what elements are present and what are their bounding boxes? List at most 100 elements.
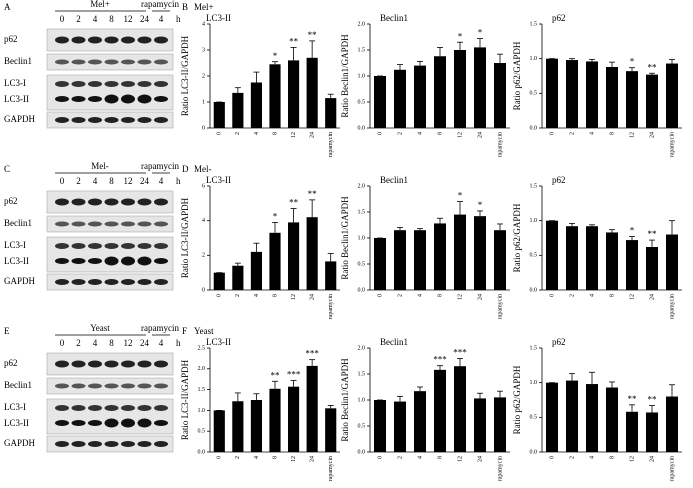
band — [154, 258, 168, 264]
band — [55, 420, 69, 426]
band — [154, 279, 168, 285]
band — [137, 94, 152, 104]
x-tick-label: 4 — [254, 456, 260, 459]
band — [121, 221, 135, 227]
bar — [606, 387, 618, 452]
x-tick-label: 0 — [217, 294, 223, 297]
bar — [374, 238, 386, 290]
blot-row-label: LC3-II — [4, 94, 29, 104]
chart-title: Beclin1 — [380, 175, 408, 185]
bar — [606, 66, 618, 128]
lane-unit: h — [176, 338, 181, 348]
blot-row-label: GAPDH — [4, 114, 36, 124]
significance: * — [630, 57, 635, 67]
x-tick-label: rapamycin — [497, 132, 503, 157]
y-tick-label: 2.5 — [198, 345, 206, 351]
y-tick-label: 1.5 — [358, 209, 366, 215]
significance: * — [478, 28, 483, 38]
blot-row-label: GAPDH — [4, 438, 36, 448]
blot-group: Yeast — [90, 323, 110, 333]
band — [137, 36, 152, 44]
bar — [494, 230, 506, 290]
panel-letter: D — [182, 164, 189, 174]
x-tick-label: 8 — [437, 456, 443, 459]
band — [71, 59, 86, 65]
y-tick-label: 0.5 — [530, 91, 538, 97]
band — [104, 117, 119, 123]
x-tick-label: 8 — [609, 294, 615, 297]
band — [104, 243, 119, 249]
bar — [306, 57, 318, 128]
band — [88, 360, 102, 368]
lane-label: 0 — [60, 338, 65, 348]
y-tick-label: 2.0 — [198, 366, 206, 372]
y-tick-label: 1.5 — [530, 183, 538, 189]
y-tick-label: 1.0 — [358, 397, 366, 403]
significance: ** — [308, 189, 318, 199]
band — [71, 81, 86, 87]
x-tick-label: 8 — [272, 294, 278, 297]
significance: ** — [648, 62, 658, 72]
band — [154, 59, 168, 65]
panel-letter: F — [182, 326, 187, 336]
y-tick-label: 6 — [202, 183, 205, 189]
band — [121, 198, 135, 206]
band — [104, 94, 119, 104]
band — [154, 198, 168, 206]
band — [88, 36, 102, 44]
band — [121, 383, 135, 389]
y-tick-label: 0.0 — [198, 449, 206, 455]
band — [137, 418, 152, 428]
x-tick-label: 12 — [629, 132, 635, 138]
y-tick-label: 2.0 — [358, 183, 366, 189]
y-axis-label: Ratio LC3-II/GAPDH — [180, 197, 190, 278]
x-tick-label: 12 — [629, 294, 635, 300]
bar — [474, 47, 486, 128]
y-tick-label: 1.5 — [358, 371, 366, 377]
band — [121, 418, 135, 428]
x-tick-label: 4 — [254, 132, 260, 135]
x-tick-label: 24 — [477, 132, 483, 138]
bar — [434, 223, 446, 290]
band — [121, 36, 135, 44]
bar — [288, 60, 300, 128]
bar — [213, 102, 225, 128]
band — [71, 420, 86, 426]
significance: ** — [289, 36, 299, 46]
lane-label: 4 — [93, 176, 98, 186]
band — [121, 441, 135, 447]
significance: * — [630, 226, 635, 236]
band — [121, 256, 135, 266]
bar — [325, 261, 337, 290]
band — [137, 256, 152, 266]
chart-title: Beclin1 — [380, 337, 408, 347]
chart-title: LC3-II — [206, 337, 231, 347]
y-tick-label: 0 — [202, 125, 205, 131]
lane-label: 24 — [140, 14, 150, 24]
x-tick-label: 2 — [397, 132, 403, 135]
x-tick-label: 0 — [217, 132, 223, 135]
blot-row-label: Beclin1 — [4, 56, 32, 66]
bar — [414, 230, 426, 290]
band — [71, 383, 86, 389]
band — [104, 198, 119, 206]
bar — [213, 272, 225, 290]
lane-label: 8 — [109, 338, 114, 348]
x-tick-label: 4 — [589, 456, 595, 459]
bar — [454, 214, 466, 290]
x-tick-label: 24 — [649, 294, 655, 300]
significance: ** — [308, 30, 318, 40]
blot-strip — [46, 74, 174, 111]
bar — [213, 410, 225, 452]
bar — [646, 412, 658, 452]
band — [121, 94, 135, 104]
x-tick-label: 2 — [569, 294, 575, 297]
x-tick-label: 4 — [589, 132, 595, 135]
band — [71, 441, 86, 447]
bar — [494, 63, 506, 128]
band — [55, 36, 69, 44]
x-tick-label: 24 — [649, 456, 655, 462]
blot-row-label: LC3-I — [4, 240, 26, 250]
bar — [394, 230, 406, 290]
x-tick-label: rapamycin — [669, 456, 675, 481]
